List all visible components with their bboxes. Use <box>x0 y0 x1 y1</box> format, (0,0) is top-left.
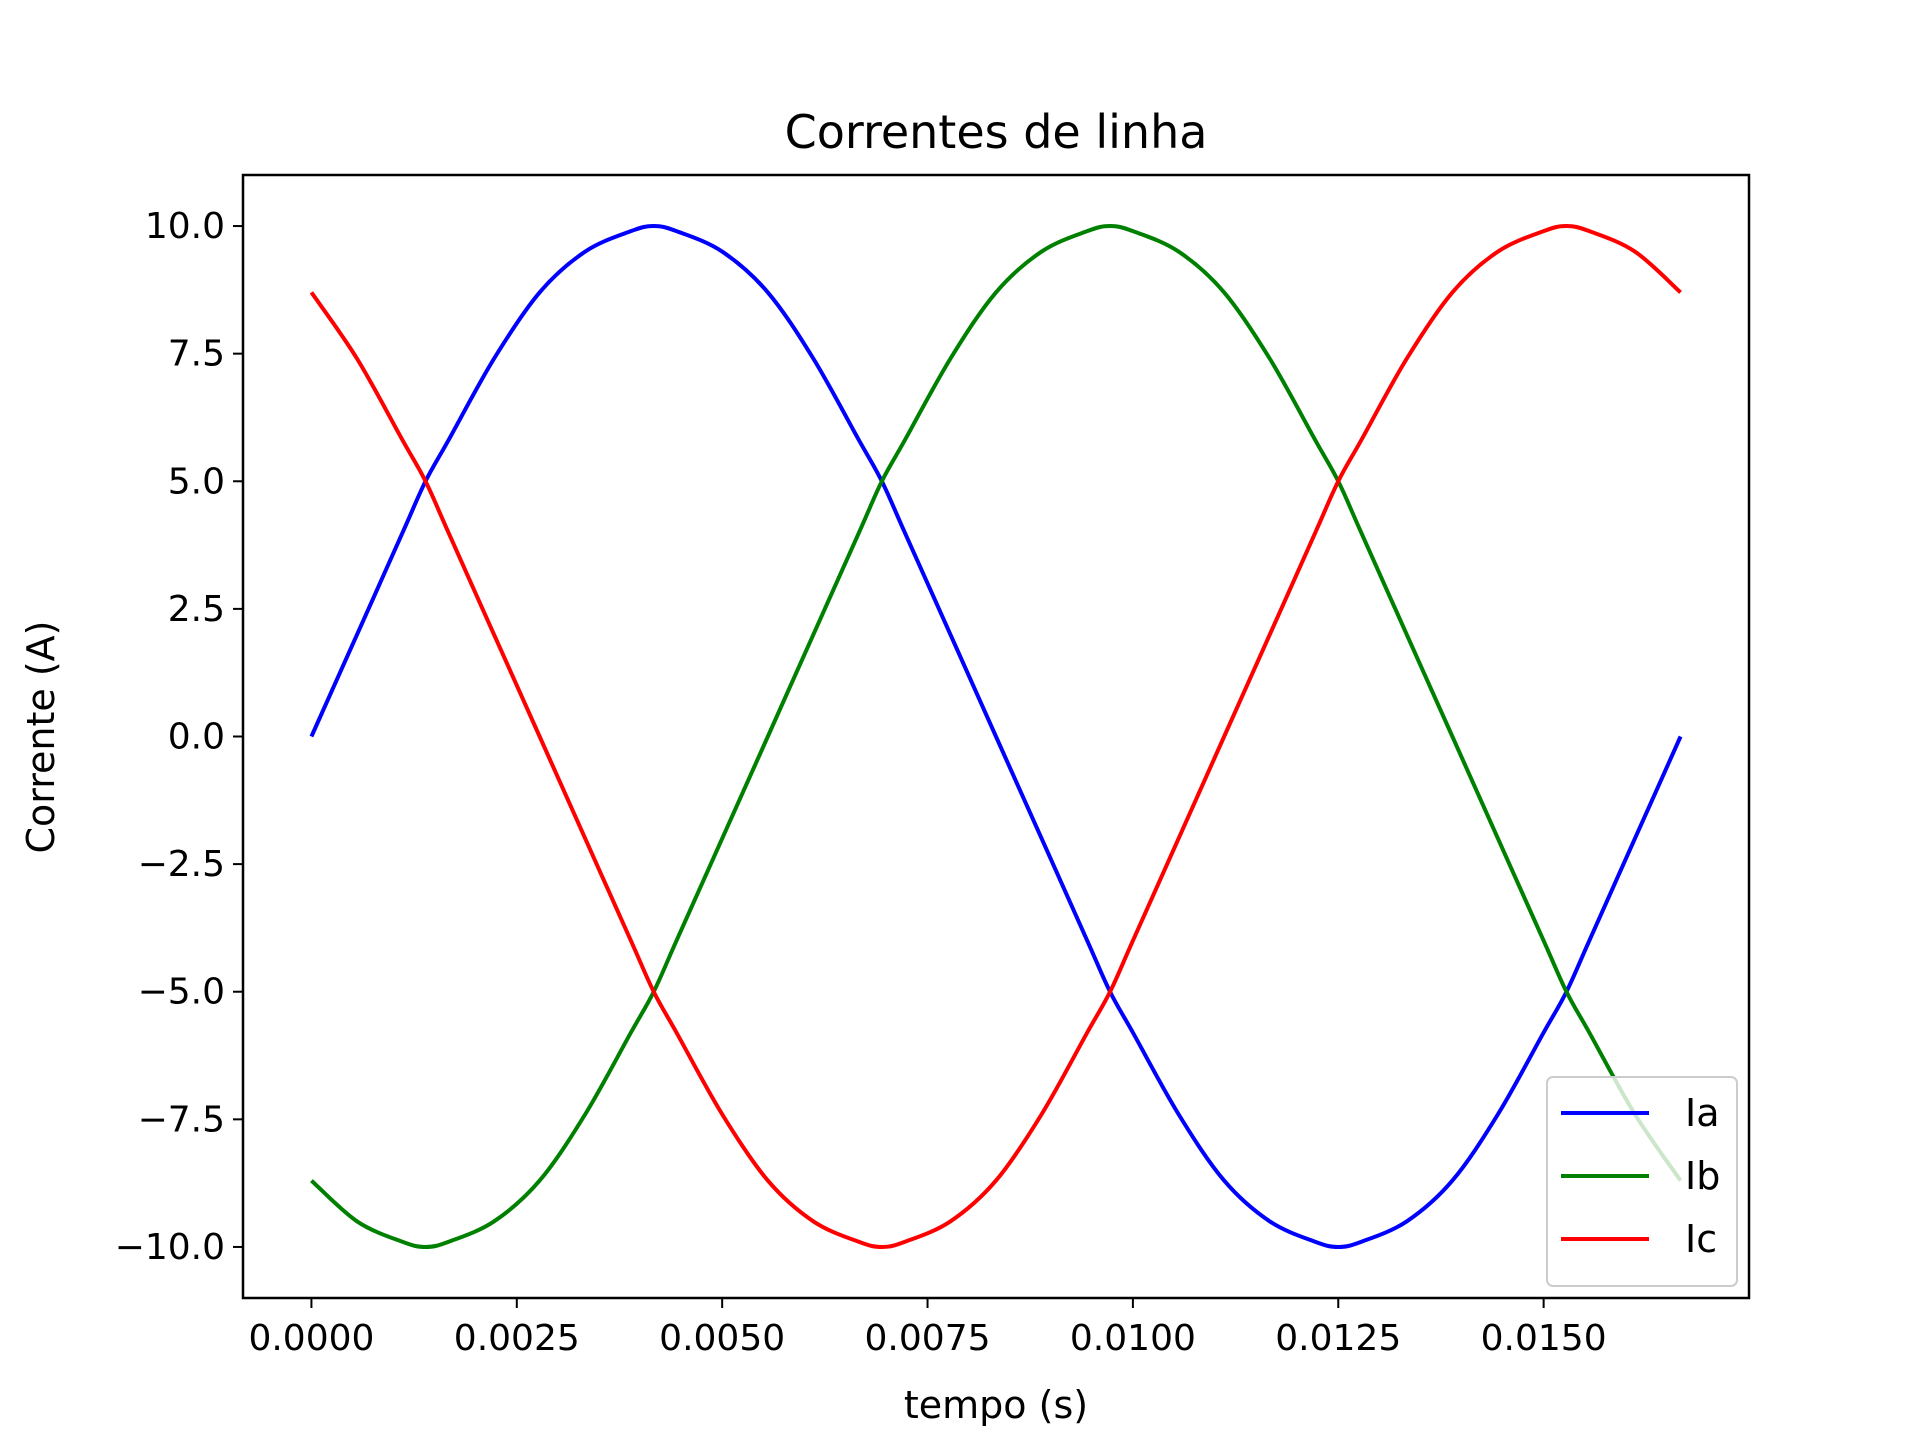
y-tick-label: 0.0 <box>168 717 225 758</box>
legend-box <box>1546 1076 1738 1287</box>
legend-label: Ia <box>1685 1091 1720 1135</box>
x-axis-label: tempo (s) <box>904 1383 1088 1427</box>
y-tick-label: 10.0 <box>145 206 225 247</box>
y-tick-label: 7.5 <box>168 334 225 375</box>
y-tick-label: −2.5 <box>138 844 225 885</box>
y-tick-label: −5.0 <box>138 972 225 1013</box>
x-axis-ticks: 0.0000 0.0025 0.0050 0.0075 0.0100 0.0125 0.01… <box>248 1298 1607 1359</box>
plot-area-frame <box>241 173 1751 1300</box>
y-tick-label: 5.0 <box>168 461 225 502</box>
x-tick-label: 0.0100 <box>1070 1318 1196 1359</box>
y-tick-label: −10.0 <box>115 1227 225 1268</box>
legend: Ia Ib Ic <box>1546 1076 1738 1287</box>
x-tick-label: 0.0050 <box>659 1318 785 1359</box>
series-line-ia <box>309 224 1683 1249</box>
series-line-ib <box>310 224 1683 1249</box>
x-tick-label: 0.0150 <box>1481 1318 1607 1359</box>
y-axis-ticks: 10.0 7.5 5.0 2.5 0.0 −2.5 −5.0 −7.5 −10.0 <box>115 206 243 1268</box>
x-tick-label: 0.0075 <box>865 1318 991 1359</box>
x-tick-label: 0.0025 <box>454 1318 580 1359</box>
x-tick-label: 0.0000 <box>248 1318 374 1359</box>
chart-title: Correntes de linha <box>785 105 1208 159</box>
y-axis-label: Corrente (A) <box>19 621 63 854</box>
legend-label: Ib <box>1685 1154 1720 1198</box>
legend-label: Ic <box>1685 1217 1717 1261</box>
series-layer <box>309 224 1683 1249</box>
series-line-ic <box>309 224 1682 1249</box>
y-tick-label: −7.5 <box>138 1099 225 1140</box>
x-tick-label: 0.0125 <box>1275 1318 1401 1359</box>
y-tick-label: 2.5 <box>168 589 225 630</box>
